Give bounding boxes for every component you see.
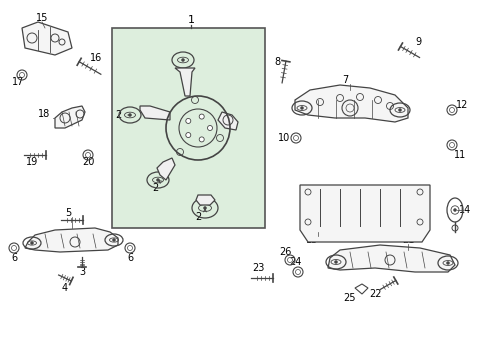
Polygon shape xyxy=(218,112,238,130)
Polygon shape xyxy=(25,228,118,252)
Text: 26: 26 xyxy=(279,247,291,257)
Text: 5: 5 xyxy=(65,208,71,218)
Circle shape xyxy=(128,113,131,117)
Circle shape xyxy=(113,239,116,242)
Bar xyxy=(112,28,265,228)
Text: 12: 12 xyxy=(456,100,468,110)
Text: 20: 20 xyxy=(82,157,94,167)
Polygon shape xyxy=(328,245,455,272)
Circle shape xyxy=(300,107,303,109)
Text: 6: 6 xyxy=(11,253,17,263)
Circle shape xyxy=(454,208,457,212)
Circle shape xyxy=(446,261,449,265)
Text: 22: 22 xyxy=(369,289,381,299)
Polygon shape xyxy=(300,185,430,242)
Circle shape xyxy=(398,108,401,112)
Text: 4: 4 xyxy=(62,283,68,293)
Circle shape xyxy=(335,261,338,264)
Text: 25: 25 xyxy=(344,293,356,303)
Circle shape xyxy=(181,59,185,62)
Text: 13: 13 xyxy=(306,235,318,245)
Polygon shape xyxy=(157,158,175,180)
Text: 6: 6 xyxy=(127,253,133,263)
Text: 2: 2 xyxy=(195,212,201,222)
Circle shape xyxy=(199,137,204,142)
Text: 19: 19 xyxy=(26,157,38,167)
Polygon shape xyxy=(295,85,408,122)
Text: 18: 18 xyxy=(38,109,50,119)
Circle shape xyxy=(207,126,213,131)
Text: 3: 3 xyxy=(79,267,85,277)
Polygon shape xyxy=(22,22,72,55)
Text: 10: 10 xyxy=(278,133,290,143)
Text: 23: 23 xyxy=(252,263,264,273)
Text: 2: 2 xyxy=(152,183,158,193)
Polygon shape xyxy=(196,195,215,205)
Text: 8: 8 xyxy=(274,57,280,67)
Text: 9: 9 xyxy=(415,37,421,47)
Text: 11: 11 xyxy=(454,150,466,160)
Polygon shape xyxy=(55,106,85,128)
Circle shape xyxy=(186,118,191,123)
Text: 14: 14 xyxy=(459,205,471,215)
Circle shape xyxy=(186,132,191,138)
Circle shape xyxy=(203,207,206,210)
Text: 1: 1 xyxy=(188,15,195,25)
Circle shape xyxy=(156,179,160,181)
Circle shape xyxy=(30,242,33,244)
Text: 15: 15 xyxy=(36,13,48,23)
Text: 16: 16 xyxy=(90,53,102,63)
Text: 2: 2 xyxy=(115,110,121,120)
Text: 24: 24 xyxy=(289,257,301,267)
Text: 7: 7 xyxy=(342,75,348,85)
Polygon shape xyxy=(140,106,170,120)
Text: 21: 21 xyxy=(402,235,414,245)
Circle shape xyxy=(199,114,204,119)
Text: 17: 17 xyxy=(12,77,24,87)
Polygon shape xyxy=(175,68,195,96)
